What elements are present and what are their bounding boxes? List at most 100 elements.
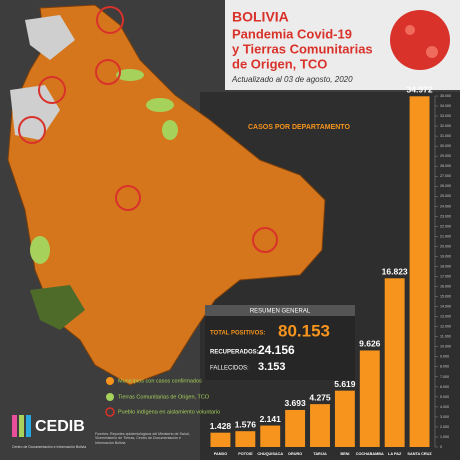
summary-label: RECUPERADOS:: [210, 350, 259, 356]
y-tick-label: 18.000: [440, 264, 451, 268]
y-tick-label: 24.000: [440, 204, 451, 208]
header-subtitle: y Tierras Comunitarias: [232, 41, 373, 56]
summary-label: FALLECIDOS:: [210, 366, 249, 372]
x-tick-label: PANDO: [214, 452, 227, 456]
x-tick-label: ORURO: [288, 452, 302, 456]
bar: [235, 431, 256, 447]
logo-text: CEDIB: [35, 418, 85, 435]
value-label: 3.693: [284, 398, 306, 408]
value-label: 5.619: [334, 379, 356, 389]
x-tick-label: TARIJA: [313, 452, 327, 456]
summary-box: [205, 305, 355, 380]
bar: [210, 432, 231, 447]
header-subtitle: Pandemia Covid-19: [232, 26, 352, 41]
y-tick-label: 33.000: [440, 114, 451, 118]
y-tick-label: 32.000: [440, 124, 451, 128]
y-tick-label: 28.000: [440, 164, 451, 168]
legend-label: Municipios con casos confirmados: [118, 378, 202, 384]
y-tick-label: 9.000: [440, 355, 449, 359]
y-tick-label: 17.000: [440, 274, 451, 278]
y-tick-label: 10.000: [440, 345, 451, 349]
chart-title: CASOS POR DEPARTAMENTO: [248, 124, 350, 131]
y-tick-label: 35.000: [440, 94, 451, 98]
isolation-circle: [95, 59, 121, 85]
x-tick-label: SANTA CRUZ: [407, 452, 432, 456]
isolation-circle: [96, 6, 124, 34]
header-subtitle: de Origen, TCO: [232, 56, 327, 71]
y-tick-label: 23.000: [440, 214, 451, 218]
source-box: Fuentes: Reportes epidemiológicos del Mi…: [95, 432, 190, 445]
map-region: [10, 85, 60, 140]
bar: [334, 390, 355, 447]
header-title: BOLIVIA: [232, 9, 289, 25]
y-tick-label: 15.000: [440, 295, 451, 299]
logo-mark: [12, 415, 17, 437]
y-tick-label: 22.000: [440, 224, 451, 228]
y-tick-label: 2.000: [440, 425, 449, 429]
y-tick-label: 20.000: [440, 244, 451, 248]
y-tick-label: 14.000: [440, 305, 451, 309]
isolation-circle: [18, 116, 46, 144]
y-tick-label: 31.000: [440, 134, 451, 138]
logo-mark: [19, 415, 24, 437]
bar: [260, 425, 281, 447]
x-tick-label: POTOSÍ: [238, 451, 253, 456]
y-tick-label: 12.000: [440, 325, 451, 329]
map-region: [25, 15, 75, 60]
logo-mark: [26, 415, 31, 437]
y-tick-label: 13.000: [440, 315, 451, 319]
x-tick-label: LA PAZ: [388, 452, 402, 456]
map-tco: [162, 120, 178, 140]
y-tick-label: 25.000: [440, 194, 451, 198]
bar: [310, 404, 330, 447]
value-label: 9.626: [359, 339, 381, 349]
y-tick-label: 4.000: [440, 405, 449, 409]
virus-spike: [426, 46, 438, 58]
x-tick-label: CHUQUISACA: [257, 452, 283, 456]
map-tco: [146, 98, 174, 112]
summary-deaths: 3.153: [258, 361, 286, 373]
y-tick-label: 7.000: [440, 375, 449, 379]
legend-swatch: [106, 377, 114, 385]
value-label: 1.428: [210, 421, 232, 431]
isolation-circle: [38, 76, 66, 104]
summary-total: 80.153: [278, 321, 330, 340]
legend-swatch: [106, 393, 114, 401]
legend-label: Pueblo indígena en aislamiento voluntari…: [118, 409, 220, 415]
y-tick-label: 11.000: [440, 335, 451, 339]
y-tick-label: 29.000: [440, 154, 451, 158]
map-tco: [30, 236, 50, 264]
bar: [409, 96, 430, 448]
value-label: 1.576: [235, 419, 257, 429]
bar: [384, 278, 405, 447]
y-tick-label: 26.000: [440, 184, 451, 188]
virus-spike: [405, 25, 415, 35]
y-tick-label: 3.000: [440, 415, 449, 419]
value-label: 34.972: [407, 85, 433, 95]
map-tco: [116, 69, 144, 81]
legend-swatch: [105, 407, 115, 417]
y-tick-label: 19.000: [440, 254, 451, 258]
summary-title: RESUMEN GENERAL: [250, 309, 311, 315]
value-label: 16.823: [382, 267, 408, 277]
x-tick-label: BENI: [340, 452, 349, 456]
x-tick-label: COCHABAMBA: [356, 452, 384, 456]
summary-header: [205, 305, 355, 316]
bar: [285, 409, 306, 447]
y-tick-label: 30.000: [440, 144, 451, 148]
y-tick-label: 1.000: [440, 435, 449, 439]
map-tco: [30, 285, 85, 330]
isolation-circle: [252, 227, 278, 253]
y-tick-label: 21.000: [440, 234, 451, 238]
y-tick-label: 0: [440, 445, 442, 449]
y-tick-label: 34.000: [440, 104, 451, 108]
value-label: 2.141: [260, 414, 282, 424]
bar: [359, 350, 380, 447]
y-tick-label: 6.000: [440, 385, 449, 389]
value-label: 4.275: [309, 392, 331, 402]
y-tick-label: 16.000: [440, 284, 451, 288]
y-tick-label: 5.000: [440, 395, 449, 399]
isolation-circle: [115, 185, 141, 211]
